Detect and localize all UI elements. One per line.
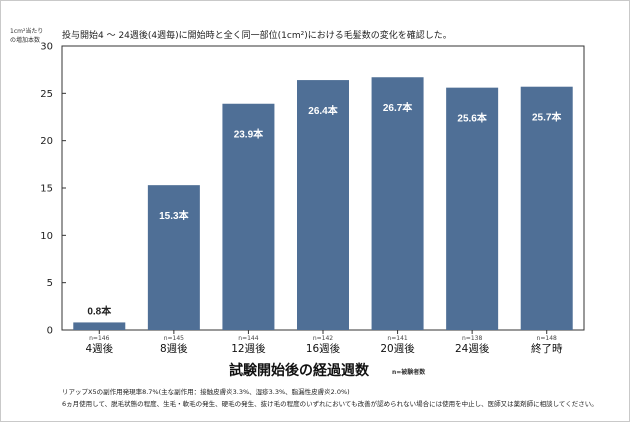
y-tick-label: 20 — [40, 136, 53, 147]
bar-value-label: 25.7本 — [532, 111, 562, 124]
bar-value-label: 26.4本 — [308, 104, 338, 117]
bar — [222, 103, 275, 330]
bar-value-label: 0.8本 — [87, 304, 112, 317]
y-tick-label: 15 — [40, 184, 53, 195]
n-label: n=138 — [462, 335, 482, 342]
y-tick-label: 25 — [40, 89, 53, 100]
n-label: n=144 — [238, 335, 258, 342]
y-tick-label: 10 — [40, 231, 53, 242]
chart-subtitle: 投与開始4 〜 24週後(4週毎)に開始時と全く同一部位(1cm²)における毛髪… — [62, 31, 452, 41]
bar — [73, 322, 126, 330]
n-label: n=141 — [387, 335, 407, 342]
y-tick-label: 0 — [47, 326, 53, 337]
x-category-label: 4週後 — [85, 342, 113, 355]
y-axis-label: 1cm²当たり の増加本数 — [10, 28, 44, 44]
y-tick-label: 30 — [40, 42, 53, 53]
footnote-usage-advice: 6ヵ月使用して、脱毛状態の程度、生毛・軟毛の発生、硬毛の発生、抜け毛の程度のいず… — [62, 400, 598, 408]
x-category-label: 8週後 — [160, 342, 188, 355]
bar-value-label: 26.7本 — [383, 101, 413, 114]
bar-value-label: 25.6本 — [457, 112, 487, 125]
bar — [446, 87, 499, 330]
bar-value-label: 15.3本 — [159, 209, 189, 222]
footnote-side-effects: リアップX5の副作用発現率8.7%(主な副作用：接触皮膚炎3.3%、湿疹3.3%… — [62, 388, 350, 396]
x-category-label: 終了時 — [531, 342, 563, 355]
x-category-label: 16週後 — [306, 342, 341, 355]
bar — [520, 86, 573, 330]
bar-value-label: 23.9本 — [234, 128, 264, 141]
x-axis-title: 試験開始後の経過週数 — [229, 363, 369, 379]
y-tick-label: 5 — [47, 278, 53, 289]
n-label: n=145 — [164, 335, 184, 342]
x-category-label: 20週後 — [380, 342, 415, 355]
n-label: n=146 — [89, 335, 109, 342]
bar — [297, 80, 349, 330]
bar — [147, 185, 200, 330]
bar — [371, 77, 424, 331]
x-category-label: 24週後 — [455, 342, 490, 355]
x-category-label: 12週後 — [231, 342, 266, 355]
x-axis-note: n=被験者数 — [392, 369, 426, 376]
n-label: n=148 — [537, 335, 557, 342]
n-label: n=142 — [313, 335, 333, 342]
